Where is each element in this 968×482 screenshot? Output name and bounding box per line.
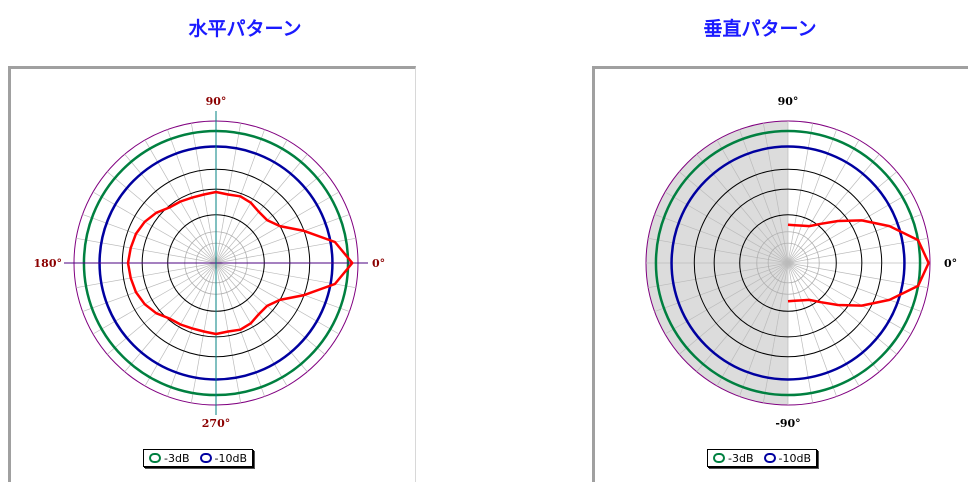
radial-grid-line [787, 191, 912, 264]
black-grid-ring [739, 214, 837, 312]
vertical-pattern-chart-frame: 0° 90° -90° -3dB -10dB [592, 66, 968, 482]
vertical-chart-legend: -3dB -10dB [707, 449, 817, 467]
radial-grid-line [762, 123, 789, 264]
radial-grid-line [106, 171, 217, 264]
radial-grid-line [215, 262, 242, 403]
radial-grid-line [654, 214, 789, 264]
legend-item-3db: -3dB [713, 452, 754, 465]
radial-grid-line [167, 129, 217, 264]
radial-grid-line [787, 262, 922, 312]
radial-grid-line [654, 262, 789, 312]
horizontal-pattern-title: 水平パターン [188, 18, 302, 40]
radial-grid-line [190, 262, 217, 403]
horizontal-polar-chart: 0° 90° 180° 270° [34, 95, 386, 430]
legend-item-3db: -3dB [149, 452, 190, 465]
radial-grid-line [215, 123, 242, 264]
radial-grid-line [167, 262, 217, 397]
inner-grid-ring [756, 231, 820, 295]
radial-grid-line [787, 171, 898, 264]
radial-grid-line [762, 262, 789, 403]
radial-grid-line [215, 262, 340, 335]
radial-grid-line [215, 153, 308, 264]
radial-grid-line [215, 139, 288, 264]
radial-grid-line [648, 262, 789, 289]
radial-grid-line [124, 262, 217, 373]
radial-grid-line [787, 262, 898, 355]
legend-label-3db: -3dB [164, 451, 190, 465]
blue-ring-swatch-icon [199, 453, 212, 463]
green-ring-swatch-icon [713, 453, 725, 463]
ring-10db [670, 145, 906, 381]
radial-grid-line [787, 214, 922, 264]
radial-grid-line [82, 214, 217, 264]
radial-grid-line [215, 262, 308, 373]
legend-label-10db: -10dB [778, 451, 812, 465]
pattern-series-line [787, 219, 930, 307]
polar-plot: 0° 90° -90° [645, 95, 957, 430]
radial-grid-line [787, 262, 860, 387]
angle-label-right: 0° [372, 257, 385, 270]
radial-grid-line [716, 262, 789, 387]
radial-grid-line [739, 129, 789, 264]
radial-grid-line [215, 191, 340, 264]
vertical-polar-chart: 0° 90° -90° [645, 95, 957, 430]
black-grid-ring [693, 168, 883, 358]
radial-grid-line [696, 262, 789, 373]
radial-grid-line [787, 153, 880, 264]
radial-grid-line [215, 262, 288, 387]
radial-grid-line [664, 262, 789, 335]
radial-grid-line [787, 262, 912, 335]
blue-ring-swatch-icon [763, 453, 776, 463]
radial-grid-line [76, 237, 217, 264]
ring-3db [654, 129, 922, 397]
radial-grid-line [787, 237, 928, 264]
legend-item-10db: -10dB [199, 451, 248, 465]
radial-grid-line [787, 123, 814, 264]
radial-grid-line [696, 153, 789, 264]
radial-grid-line [787, 262, 837, 397]
angle-label-bottom: 270° [202, 417, 230, 430]
pattern-series-line [126, 190, 354, 336]
legend-label-10db: -10dB [214, 451, 248, 465]
radial-grid-line [716, 139, 789, 264]
radial-grid-line [787, 262, 928, 289]
angle-label-left: 180° [34, 257, 62, 270]
radial-grid-line [678, 171, 789, 264]
radial-grid-line [124, 153, 217, 264]
inner-grid-ring [767, 242, 809, 284]
radial-grid-line [76, 262, 217, 289]
black-grid-ring [713, 188, 863, 338]
angle-label-top: 90° [778, 95, 799, 108]
radial-grid-line [787, 129, 837, 264]
radial-grid-line [787, 262, 880, 373]
radial-grid-line [215, 262, 350, 312]
legend-label-3db: -3dB [728, 451, 754, 465]
radial-grid-line [92, 191, 217, 264]
angle-label-right: 0° [944, 257, 957, 270]
radial-grid-line [215, 214, 350, 264]
vertical-pattern-title: 垂直パターン [703, 18, 817, 40]
legend-item-10db: -10dB [763, 451, 812, 465]
radial-grid-line [215, 171, 326, 264]
green-ring-swatch-icon [149, 453, 161, 463]
angle-label-bottom: -90° [775, 417, 800, 430]
radial-grid-line [106, 262, 217, 355]
radial-grid-line [82, 262, 217, 312]
radial-grid-line [190, 123, 217, 264]
horizontal-chart-legend: -3dB -10dB [143, 449, 253, 467]
radial-grid-line [92, 262, 217, 335]
radial-grid-line [648, 237, 789, 264]
angle-label-top: 90° [206, 95, 227, 108]
radial-grid-line [787, 139, 860, 264]
radial-grid-line [787, 262, 814, 403]
horizontal-pattern-chart-frame: 0° 90° 180° 270° -3dB -10dB [8, 66, 416, 482]
radial-grid-line [215, 262, 326, 355]
radial-grid-line [664, 191, 789, 264]
polar-plot: 0° 90° 180° 270° [34, 95, 386, 430]
radial-grid-line [739, 262, 789, 397]
radial-grid-line [678, 262, 789, 355]
